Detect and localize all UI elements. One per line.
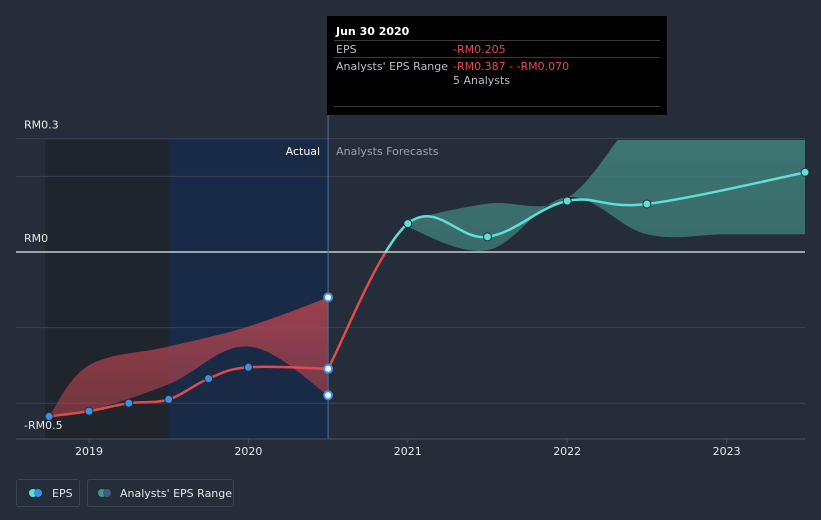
eps-actual-point-2 (124, 398, 134, 408)
tooltip: Jun 30 2020 EPS -RM0.205 Analysts' EPS R… (327, 16, 667, 115)
legend-eps-range-label: Analysts' EPS Range (120, 487, 233, 500)
eps-legend-dot-icon (29, 489, 37, 497)
eps-actual-point-0 (44, 411, 54, 421)
x-tick-label-0: 2019 (75, 445, 103, 458)
shade-past-recent (168, 140, 329, 439)
tooltip-analysts: 5 Analysts (453, 74, 511, 87)
plot-background (16, 140, 50, 439)
tooltip-range-label: Analysts' EPS Range (336, 60, 449, 73)
eps-forecast-point-3 (642, 199, 652, 209)
range-low-point (323, 390, 334, 401)
eps-forecast-point-4 (800, 167, 810, 177)
eps-legend-dot2-icon (34, 489, 42, 497)
eps-actual-point-5 (243, 362, 253, 372)
legend-eps-label: EPS (52, 487, 73, 500)
eps-forecast-point-2 (562, 196, 572, 206)
y-tick-label-0: RM0.3 (24, 119, 59, 132)
actual-label: Actual (286, 145, 320, 158)
tooltip-eps-row: EPS -RM0.205 (334, 40, 660, 58)
tooltip-date: Jun 30 2020 (336, 25, 410, 38)
range-high-point (323, 292, 334, 303)
forecast-label: Analysts Forecasts (336, 145, 439, 158)
eps-forecast-point-1 (483, 232, 492, 242)
eps-actual-point-6 (323, 363, 334, 374)
legend-eps[interactable]: EPS (16, 479, 80, 507)
eps-range-band-forecast (407, 140, 805, 251)
tooltip-range-row: Analysts' EPS Range -RM0.387 - -RM0.070 (334, 57, 660, 75)
eps-forecast-line-negative (327, 252, 388, 370)
range-legend-dot2-icon (103, 489, 111, 497)
tooltip-range-value: -RM0.387 - -RM0.070 (453, 60, 570, 73)
y-tick-label-2: -RM0.5 (24, 419, 63, 432)
eps-actual-point-3 (164, 394, 174, 404)
y-tick-label-1: RM0 (24, 232, 48, 245)
x-tick-label-4: 2023 (713, 445, 741, 458)
plot-area (48, 140, 805, 418)
x-tick-label-3: 2022 (553, 445, 581, 458)
legend-eps-range[interactable]: Analysts' EPS Range (87, 479, 234, 507)
range-legend-dot-icon (98, 489, 106, 497)
tooltip-eps-value: -RM0.205 (453, 43, 506, 56)
eps-forecast-point-0 (403, 219, 413, 229)
eps-actual-point-4 (204, 374, 214, 384)
tooltip-divider (334, 106, 660, 107)
x-tick-label-2: 2021 (394, 445, 422, 458)
eps-forecast-line (384, 171, 805, 252)
x-tick-label-1: 2020 (234, 445, 262, 458)
eps-actual-point-1 (84, 406, 94, 416)
eps-range-band-past (49, 297, 329, 417)
tooltip-eps-label: EPS (336, 43, 357, 56)
